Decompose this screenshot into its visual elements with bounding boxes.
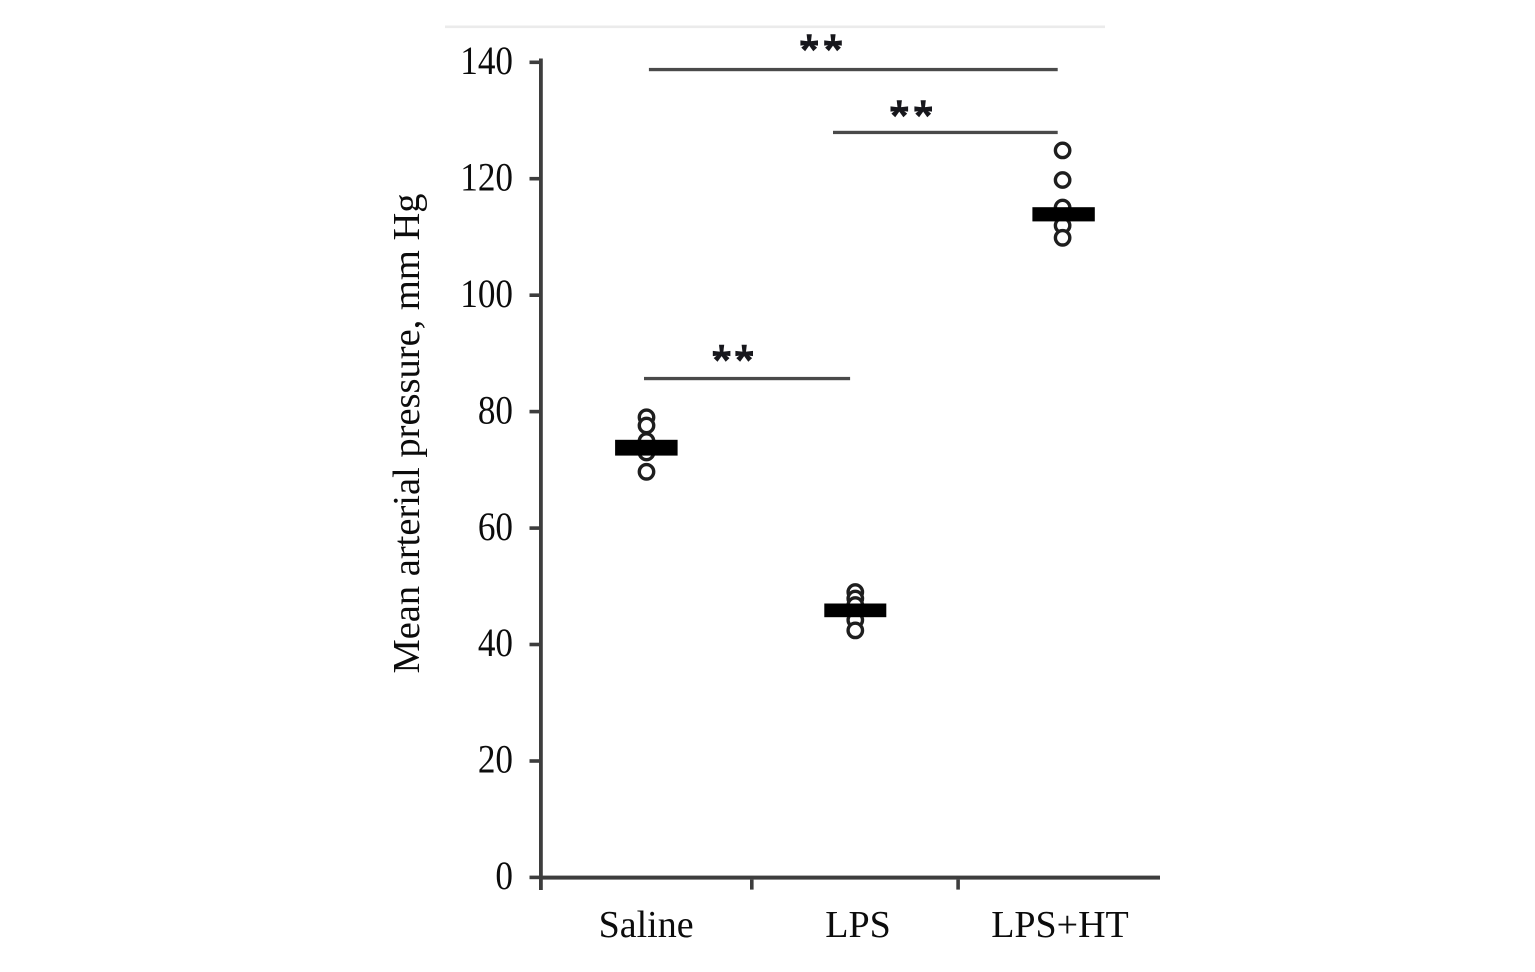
svg-text:80: 80 <box>478 388 513 433</box>
svg-text:60: 60 <box>478 505 513 550</box>
svg-text:LPS+HT: LPS+HT <box>991 904 1129 946</box>
svg-text:20: 20 <box>478 738 513 783</box>
svg-text:0: 0 <box>495 854 513 899</box>
svg-text:100: 100 <box>460 272 513 317</box>
svg-text:120: 120 <box>460 155 513 200</box>
svg-text:40: 40 <box>478 621 513 666</box>
svg-text:LPS: LPS <box>825 904 890 946</box>
svg-text:Mean arterial pressure, mm Hg: Mean arterial pressure, mm Hg <box>386 193 428 673</box>
svg-text:Saline: Saline <box>599 904 694 946</box>
svg-text:140: 140 <box>460 39 513 84</box>
